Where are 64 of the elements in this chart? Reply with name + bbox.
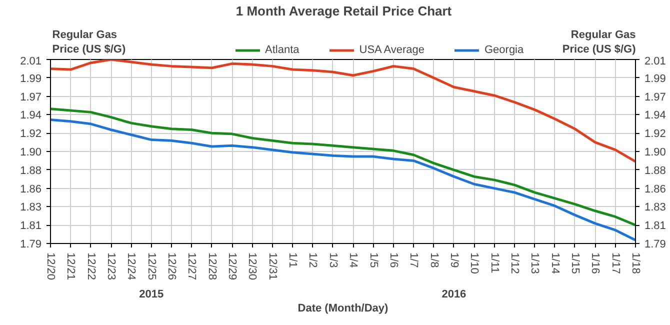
x-tick-label: 1/6 <box>387 252 400 268</box>
x-tick-label: 12/23 <box>105 252 118 280</box>
x-tick-label: 12/27 <box>186 252 198 280</box>
y2-tick-label: 1.94 <box>644 110 666 122</box>
y2-tick-label: 1.99 <box>644 72 666 85</box>
y-tick-label: 1.99 <box>20 72 42 85</box>
legend-label: Georgia <box>484 44 524 56</box>
line-series <box>50 108 636 226</box>
x-tick-label: 1/7 <box>408 252 420 268</box>
x-tick-label: 12/25 <box>145 252 158 280</box>
line-series <box>50 118 636 242</box>
y-tick-label: 1.94 <box>20 110 42 122</box>
x-tick-label: 1/14 <box>548 252 561 274</box>
y2-tick-label: 1.79 <box>644 238 666 250</box>
text: 2015 <box>139 288 164 300</box>
y-tick-label: 1.92 <box>20 128 42 140</box>
x-tick-label: 1/10 <box>468 252 480 274</box>
x-tick-label: 1/1 <box>286 252 299 268</box>
x-tick-label: 12/22 <box>84 252 97 280</box>
x-tick-label: 1/12 <box>508 252 520 274</box>
y2-tick-label: 1.97 <box>644 91 666 104</box>
x-axis-title: Date (Month/Day) <box>298 302 389 314</box>
x-tick-label: 1/9 <box>448 252 460 268</box>
y-tick-label: 1.83 <box>20 202 42 214</box>
legend-label: Atlanta <box>265 44 300 56</box>
y2-tick-label: 1.92 <box>644 128 666 140</box>
line-series <box>50 60 636 163</box>
x-tick-label: 1/8 <box>428 252 440 268</box>
x-tick-label: 1/4 <box>347 252 360 268</box>
y2-tick-label: 1.81 <box>644 220 666 232</box>
y2-tick-label: 1.90 <box>644 146 666 158</box>
x-tick-label: 12/28 <box>206 252 218 280</box>
y2-tick-label: 2.01 <box>644 56 666 68</box>
x-tick-label: 1/16 <box>589 252 602 274</box>
x-tick-label: 12/26 <box>166 252 178 280</box>
y2-tick-label: 1.88 <box>644 164 666 177</box>
x-tick-label: 1/3 <box>326 252 339 268</box>
x-tick-label: 1/18 <box>630 252 642 274</box>
y2-tick-label: 1.83 <box>644 202 666 214</box>
y-tick-label: 1.88 <box>20 164 42 177</box>
x-tick-label: 1/5 <box>367 252 380 268</box>
y2-tick-label: 1.86 <box>644 183 666 196</box>
x-tick-label: 12/20 <box>44 252 56 280</box>
x-tick-label: 1/2 <box>306 252 319 268</box>
y-tick-label: 1.97 <box>20 91 42 104</box>
text: 2016 <box>442 288 466 300</box>
x-tick-label: 1/11 <box>488 252 500 274</box>
x-tick-label: 1/17 <box>609 252 622 274</box>
x-tick-label: 1/15 <box>568 252 581 274</box>
x-tick-label: 12/21 <box>64 252 77 280</box>
y-tick-label: 1.86 <box>20 183 42 196</box>
x-tick-label: 12/29 <box>226 252 238 280</box>
x-tick-label: 1/13 <box>528 252 541 274</box>
y-tick-label: 1.90 <box>20 146 42 158</box>
x-tick-label: 12/24 <box>125 252 138 280</box>
legend-label: USA Average <box>359 44 424 56</box>
y-axis-title: Regular Gas Price (US $/G) <box>52 29 126 56</box>
y2-axis-title: Regular Gas Price (US $/G) <box>562 29 636 56</box>
y-tick-label: 1.81 <box>20 220 42 232</box>
x-tick-label: 12/30 <box>246 252 258 280</box>
y-tick-label: 2.01 <box>20 56 42 68</box>
y-tick-label: 1.79 <box>20 238 42 250</box>
x-tick-label: 12/31 <box>266 252 278 280</box>
chart-title: 1 Month Average Retail Price Chart <box>236 4 452 18</box>
